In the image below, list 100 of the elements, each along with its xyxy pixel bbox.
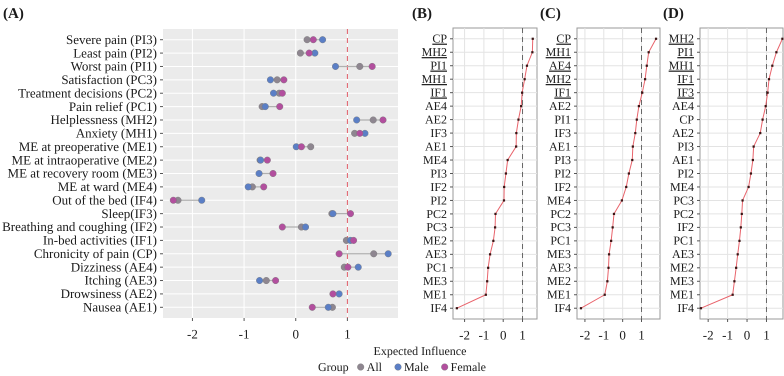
point	[308, 304, 316, 311]
point	[329, 290, 336, 298]
y-tick-label: AE4	[672, 98, 694, 113]
y-tick-label: IF4	[430, 301, 447, 316]
y-tick-label: ME2	[423, 234, 447, 248]
point	[198, 196, 206, 204]
x-tick-label: 1	[519, 327, 526, 342]
point	[306, 50, 313, 57]
point	[270, 170, 276, 177]
point	[370, 250, 378, 258]
y-tick-label: CP	[679, 112, 694, 126]
y-tick-label: Sleep(IF3)	[101, 206, 157, 221]
point	[311, 50, 318, 57]
y-tick-label: MH1	[668, 58, 694, 73]
point	[262, 277, 270, 284]
y-tick-label: IF3	[677, 86, 694, 100]
y-tick-label: AE3	[549, 260, 571, 275]
y-tick-label: ME2	[670, 260, 694, 275]
y-tick-label: AE3	[425, 247, 447, 262]
x-tick-label: 0	[619, 327, 626, 342]
point	[278, 224, 286, 230]
y-tick-label: ME2	[547, 274, 571, 288]
point	[266, 76, 274, 84]
point	[356, 62, 364, 70]
point	[260, 183, 268, 190]
point	[307, 143, 314, 150]
x-tick-label: -1	[598, 327, 610, 342]
y-tick-label: PI2	[430, 193, 447, 208]
y-tick-label: PI2	[554, 166, 571, 180]
x-axis-title: Expected Influence	[374, 344, 466, 358]
point	[350, 236, 358, 244]
y-tick-label: IF4	[677, 301, 694, 316]
point	[280, 76, 288, 84]
text: (A)	[3, 6, 24, 22]
x-tick-label: 0	[744, 327, 750, 342]
point	[298, 143, 305, 150]
y-tick-label: PC1	[673, 234, 694, 248]
y-tick-label: ME4	[547, 193, 571, 208]
x-tick-label: 1	[344, 326, 351, 342]
y-tick-label: PI3	[677, 139, 694, 154]
point	[353, 116, 360, 124]
y-tick-label: ME1	[423, 288, 447, 302]
y-tick-label: PI1	[677, 45, 694, 60]
y-tick-label: AE4	[425, 98, 447, 113]
x-tick-label: -2	[580, 327, 590, 342]
x-tick-label: 0	[292, 326, 299, 342]
point	[296, 50, 304, 57]
point	[356, 130, 364, 137]
y-tick-label: CP	[432, 32, 448, 46]
point	[278, 90, 286, 97]
point	[354, 264, 362, 271]
y-tick-label: MH1	[546, 45, 571, 60]
x-tick-label: 1	[763, 327, 770, 342]
y-tick-label: ME3	[670, 274, 694, 288]
y-tick-label: ME at ward (ME4)	[58, 179, 157, 194]
y-tick-label: IF1	[677, 72, 694, 86]
y-tick-label: IF3	[554, 126, 571, 140]
x-tick-label: -2	[187, 326, 198, 342]
point	[264, 156, 271, 164]
y-tick-label: Drowsiness (AE2)	[60, 286, 157, 302]
y-tick-label: MH2	[546, 72, 571, 86]
x-tick-label: 0	[500, 327, 506, 342]
point	[262, 103, 269, 110]
y-tick-label: AE2	[425, 112, 447, 126]
y-tick-label: AE1	[549, 139, 571, 154]
x-tick-label: -1	[238, 326, 250, 342]
point	[244, 183, 252, 190]
y-tick-label: ME3	[547, 247, 571, 262]
y-tick-label: IF1	[430, 86, 447, 100]
y-tick-label: CP	[556, 32, 572, 46]
y-tick-label: IF2	[554, 180, 571, 194]
y-tick-label: ME3	[423, 274, 447, 288]
point	[344, 264, 352, 271]
y-tick-label: PI1	[430, 58, 447, 73]
y-tick-label: Severe pain (PI3)	[66, 32, 157, 47]
y-tick-label: ME1	[670, 288, 694, 302]
point	[346, 210, 354, 218]
x-tick-label: -1	[478, 327, 490, 342]
chart-title: (B)	[412, 6, 432, 22]
x-tick-label: -1	[722, 327, 734, 342]
x-tick-label: 1	[638, 327, 645, 342]
point	[304, 36, 311, 44]
chart-title: (D)	[663, 6, 684, 22]
point	[324, 304, 332, 311]
y-tick-label: Anxiety (MH1)	[76, 126, 157, 141]
point	[319, 36, 326, 44]
y-tick-label: ME1	[547, 288, 571, 302]
point	[256, 277, 264, 284]
point	[274, 76, 281, 84]
point	[272, 277, 280, 284]
y-tick-label: IF3	[430, 126, 447, 140]
legend-label: Female	[450, 360, 486, 374]
y-tick-label: PI3	[554, 152, 571, 167]
point	[302, 224, 310, 230]
point	[270, 90, 278, 97]
legend-label: Male	[404, 360, 429, 374]
y-tick-label: PI3	[430, 166, 447, 180]
y-tick-label: IF1	[554, 86, 571, 100]
point	[336, 290, 343, 298]
x-tick-label: -2	[459, 327, 470, 342]
